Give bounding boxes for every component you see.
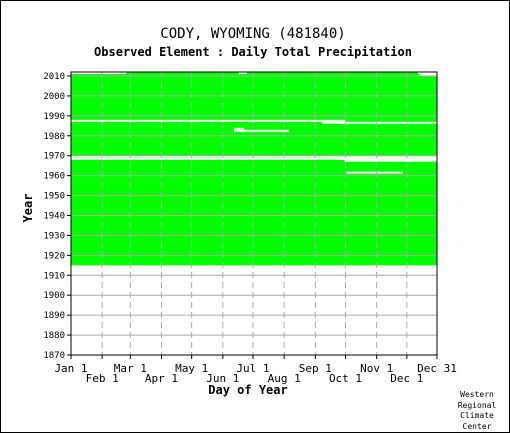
chart-title: CODY, WYOMING (481840) xyxy=(160,26,345,42)
x-tick-label: Jan 1 xyxy=(54,362,87,375)
x-tick-label: Apr 1 xyxy=(145,372,178,385)
missing-record-mark xyxy=(419,73,439,76)
y-tick-label: 1870 xyxy=(43,351,65,361)
missing-record-mark xyxy=(417,72,439,74)
missing-record-mark xyxy=(71,119,346,122)
plot-border xyxy=(70,71,438,356)
y-tick-label: 1890 xyxy=(43,311,65,321)
x-tick-label: Dec 31 xyxy=(417,362,457,375)
x-tick-label: Jul 1 xyxy=(236,362,269,375)
missing-record-mark xyxy=(238,72,247,74)
observed-data-block xyxy=(71,72,437,266)
y-tick-label: 1980 xyxy=(43,132,65,142)
chart-subtitle: Observed Element : Daily Total Precipita… xyxy=(94,45,412,59)
credit-text: Western Regional Climate Center xyxy=(452,390,502,432)
x-tick-label: Nov 1 xyxy=(360,362,393,375)
credit-line: Western xyxy=(460,390,494,399)
credit-line: Center xyxy=(462,421,492,431)
missing-record-mark xyxy=(71,157,439,160)
x-axis-label: Day of Year xyxy=(208,383,287,397)
x-tick-label: Jun 1 xyxy=(206,372,239,385)
y-tick-label: 1950 xyxy=(43,192,65,202)
y-tick-label: 1960 xyxy=(43,172,65,182)
x-tick-label: Sep 1 xyxy=(299,362,332,375)
y-tick-label: 1930 xyxy=(43,231,65,241)
missing-record-mark xyxy=(71,72,127,74)
credit-line: Regional xyxy=(457,400,497,410)
missing-record-mark xyxy=(71,155,439,158)
y-tick-label: 2010 xyxy=(43,72,65,82)
x-tick-label: Oct 1 xyxy=(329,372,362,385)
missing-record-mark xyxy=(344,159,439,162)
missing-record-mark xyxy=(322,121,439,124)
credit-line: Climate xyxy=(460,411,494,420)
x-tick-label: Dec 1 xyxy=(390,372,423,385)
y-tick-label: 1910 xyxy=(43,271,65,281)
missing-record-mark xyxy=(334,157,439,160)
x-tick-label: Feb 1 xyxy=(86,372,119,385)
missing-record-mark xyxy=(346,171,403,174)
y-tick-label: 1880 xyxy=(43,331,65,341)
x-tick-label: Aug 1 xyxy=(268,372,301,385)
y-axis-label: Year xyxy=(21,194,35,223)
y-tick-label: 1940 xyxy=(43,211,65,221)
y-tick-label: 1990 xyxy=(43,112,65,122)
missing-record-mark xyxy=(233,127,244,130)
x-tick-label: May 1 xyxy=(175,362,208,375)
missing-record-mark xyxy=(233,129,290,132)
plot-area: 1870 1880 1890 1900 1910 1920 1930 1940 1950 1960… xyxy=(43,71,457,385)
x-tick-label: Mar 1 xyxy=(114,362,147,375)
y-tick-label: 1920 xyxy=(43,251,65,261)
y-tick-label: 1900 xyxy=(43,291,65,301)
y-tick-label: 2000 xyxy=(43,92,65,102)
y-tick-label: 1970 xyxy=(43,152,65,162)
